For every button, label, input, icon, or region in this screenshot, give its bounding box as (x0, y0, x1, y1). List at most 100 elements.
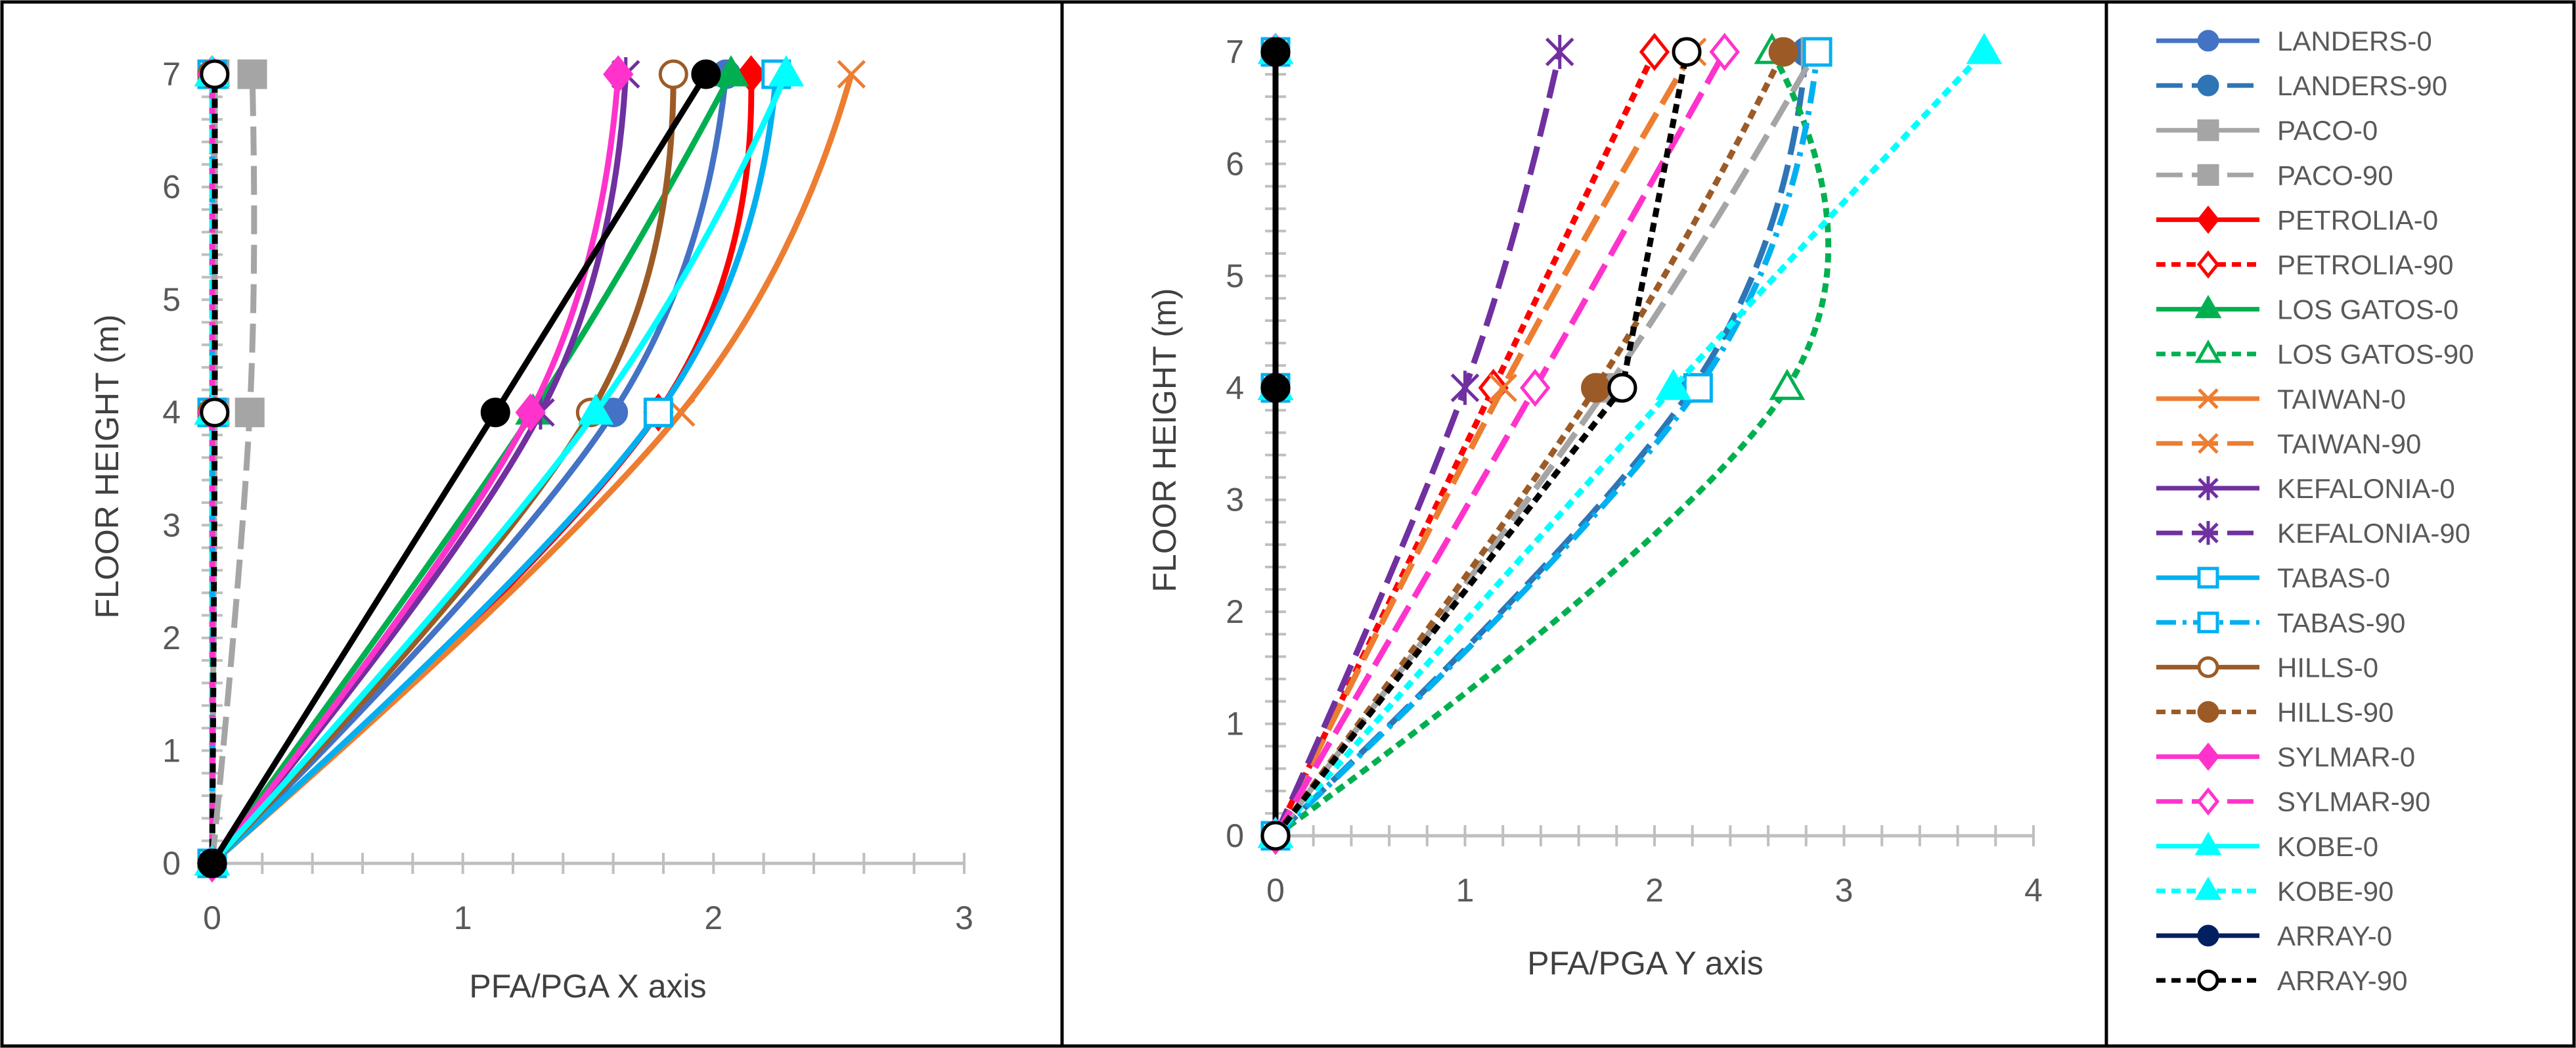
right-point-array-90-2 (1672, 37, 1702, 67)
legend-swatch-marker (2194, 831, 2222, 855)
right-point-hills-90-1 (1581, 373, 1611, 403)
left-point-array-90-2 (200, 59, 230, 89)
legend-swatch-marker (2197, 74, 2219, 97)
left-series-line-tabas-0 (210, 74, 780, 866)
left-point-tabas-0-1 (643, 398, 673, 428)
right-y-tick-label: 1 (1226, 706, 1244, 742)
left-point-sylmar-0-1 (515, 393, 546, 432)
left-point-paco-90-1 (234, 398, 265, 428)
right-x-axis-title: PFA/PGA Y axis (1527, 945, 1763, 982)
left-series-line-landers-0 (210, 74, 729, 866)
right-point-sylmar-90-1 (1520, 369, 1551, 407)
legend-item-taiwan-90: TAIWAN-90 (2156, 428, 2421, 459)
left-point-kobe-0-2 (768, 55, 805, 87)
right-series-petrolia-90 (1260, 32, 1670, 855)
left-plot-area: 0 1 2 3 0 1 2 3 4 5 6 7 (162, 55, 973, 936)
left-point-taiwan-0-2 (837, 60, 866, 89)
left-point-paco-90-2 (237, 59, 267, 89)
right-series-array-0 (1260, 37, 1291, 851)
left-y-tick-label: 4 (162, 394, 181, 431)
legend-item-kefalonia-90: KEFALONIA-90 (2156, 518, 2470, 549)
left-series-line-paco-90 (209, 74, 257, 864)
right-y-tick-label: 2 (1226, 593, 1244, 630)
legend-item-tabas-0: TABAS-0 (2156, 562, 2390, 593)
legend-item-los-gatos-0: LOS GATOS-0 (2156, 294, 2458, 325)
legend-label: KEFALONIA-90 (2277, 518, 2470, 549)
legend-label: PETROLIA-90 (2277, 250, 2453, 281)
legend-label: ARRAY-0 (2277, 921, 2392, 951)
left-point-los-gatos-0-2 (713, 55, 749, 87)
legend-label: ARRAY-90 (2277, 965, 2407, 996)
legend-swatch-marker (2198, 433, 2219, 454)
left-x-tick-label: 2 (704, 900, 722, 936)
legend-item-hills-90: HILLS-90 (2156, 697, 2393, 728)
left-x-axis-title: PFA/PGA X axis (469, 968, 706, 1005)
legend-item-petrolia-0: PETROLIA-0 (2156, 204, 2438, 235)
right-series-kefalonia-90 (1261, 35, 1574, 853)
left-point-sylmar-0-2 (603, 55, 634, 94)
legend-swatch-marker (2194, 294, 2222, 319)
left-point-array-0-0 (197, 848, 227, 878)
left-y-tick-label: 6 (162, 169, 181, 206)
right-point-kobe-90-1 (1655, 369, 1692, 400)
right-series-landers-90 (1260, 37, 1821, 851)
legend-item-kobe-90: KOBE-90 (2156, 876, 2393, 907)
left-point-array-90-1 (200, 398, 230, 428)
left-point-hills-0-2 (658, 59, 688, 89)
left-y-tick-label: 1 (162, 732, 181, 769)
legend-swatch-marker (2198, 520, 2219, 545)
legend-swatch-marker (2197, 701, 2219, 723)
legend-item-petrolia-90: PETROLIA-90 (2156, 250, 2453, 281)
right-series-line-hills-90 (1273, 51, 1787, 838)
left-series-line-kobe-0 (210, 73, 789, 866)
right-y-tick-label: 5 (1226, 258, 1244, 294)
legend-item-kobe-0: KOBE-0 (2156, 831, 2378, 862)
right-series-array-90 (1260, 37, 1702, 851)
left-series-line-sylmar-0 (210, 74, 621, 865)
right-series-hills-90 (1260, 37, 1798, 851)
legend-item-landers-0: LANDERS-0 (2156, 26, 2432, 57)
right-series-line-landers-90 (1273, 51, 1810, 838)
legend-label: PACO-0 (2277, 115, 2378, 146)
right-series-taiwan-90 (1261, 37, 1707, 850)
right-point-array-0-1 (1260, 373, 1291, 403)
right-point-array-0-2 (1260, 37, 1291, 67)
right-y-tick-label: 3 (1226, 482, 1244, 518)
right-point-petrolia-90-2 (1639, 32, 1670, 72)
right-point-tabas-90-2 (1802, 37, 1832, 67)
left-series-line-kefalonia-0 (210, 74, 629, 865)
legend-swatch-marker (2196, 787, 2220, 816)
legend: LANDERS-0 LANDERS-90 PACO-0 PACO-90 PETROLIA… (2156, 26, 2474, 996)
right-x-tick-label: 0 (1266, 872, 1285, 909)
legend-item-los-gatos-90: LOS GATOS-90 (2156, 339, 2474, 370)
left-y-tick-label: 3 (162, 507, 181, 543)
legend-item-taiwan-0: TAIWAN-0 (2156, 384, 2406, 415)
right-x-tick-label: 2 (1645, 872, 1664, 909)
legend-label: HILLS-0 (2277, 652, 2378, 683)
right-point-los-gatos-90-1 (1769, 369, 1806, 400)
right-series-line-sylmar-90 (1273, 50, 1727, 838)
right-series-line-taiwan-90 (1272, 50, 1695, 838)
legend-swatch-marker (2196, 742, 2220, 771)
legend-label: TABAS-0 (2277, 562, 2390, 593)
right-series-line-kobe-90 (1273, 49, 1987, 838)
left-point-array-0-1 (480, 398, 510, 428)
legend-label: KOBE-90 (2277, 876, 2393, 907)
left-series-paco-90 (197, 59, 267, 878)
right-point-kobe-90-2 (1966, 32, 2003, 64)
legend-item-paco-0: PACO-0 (2156, 115, 2378, 146)
left-series-line-taiwan-0 (210, 73, 855, 866)
right-point-taiwan-90-1 (1488, 373, 1517, 403)
legend-swatch-marker (2197, 924, 2219, 947)
left-x-tick-label: 3 (955, 900, 973, 936)
legend-swatch-marker (2197, 566, 2219, 589)
right-y-tick-label: 4 (1226, 369, 1244, 406)
legend-label: LANDERS-90 (2277, 70, 2447, 101)
right-x-tick-label: 4 (2024, 872, 2043, 909)
legend-item-sylmar-0: SYLMAR-0 (2156, 742, 2415, 773)
legend-label: KOBE-0 (2277, 831, 2378, 862)
legend-item-hills-0: HILLS-0 (2156, 652, 2378, 683)
right-point-array-90-0 (1260, 821, 1291, 851)
